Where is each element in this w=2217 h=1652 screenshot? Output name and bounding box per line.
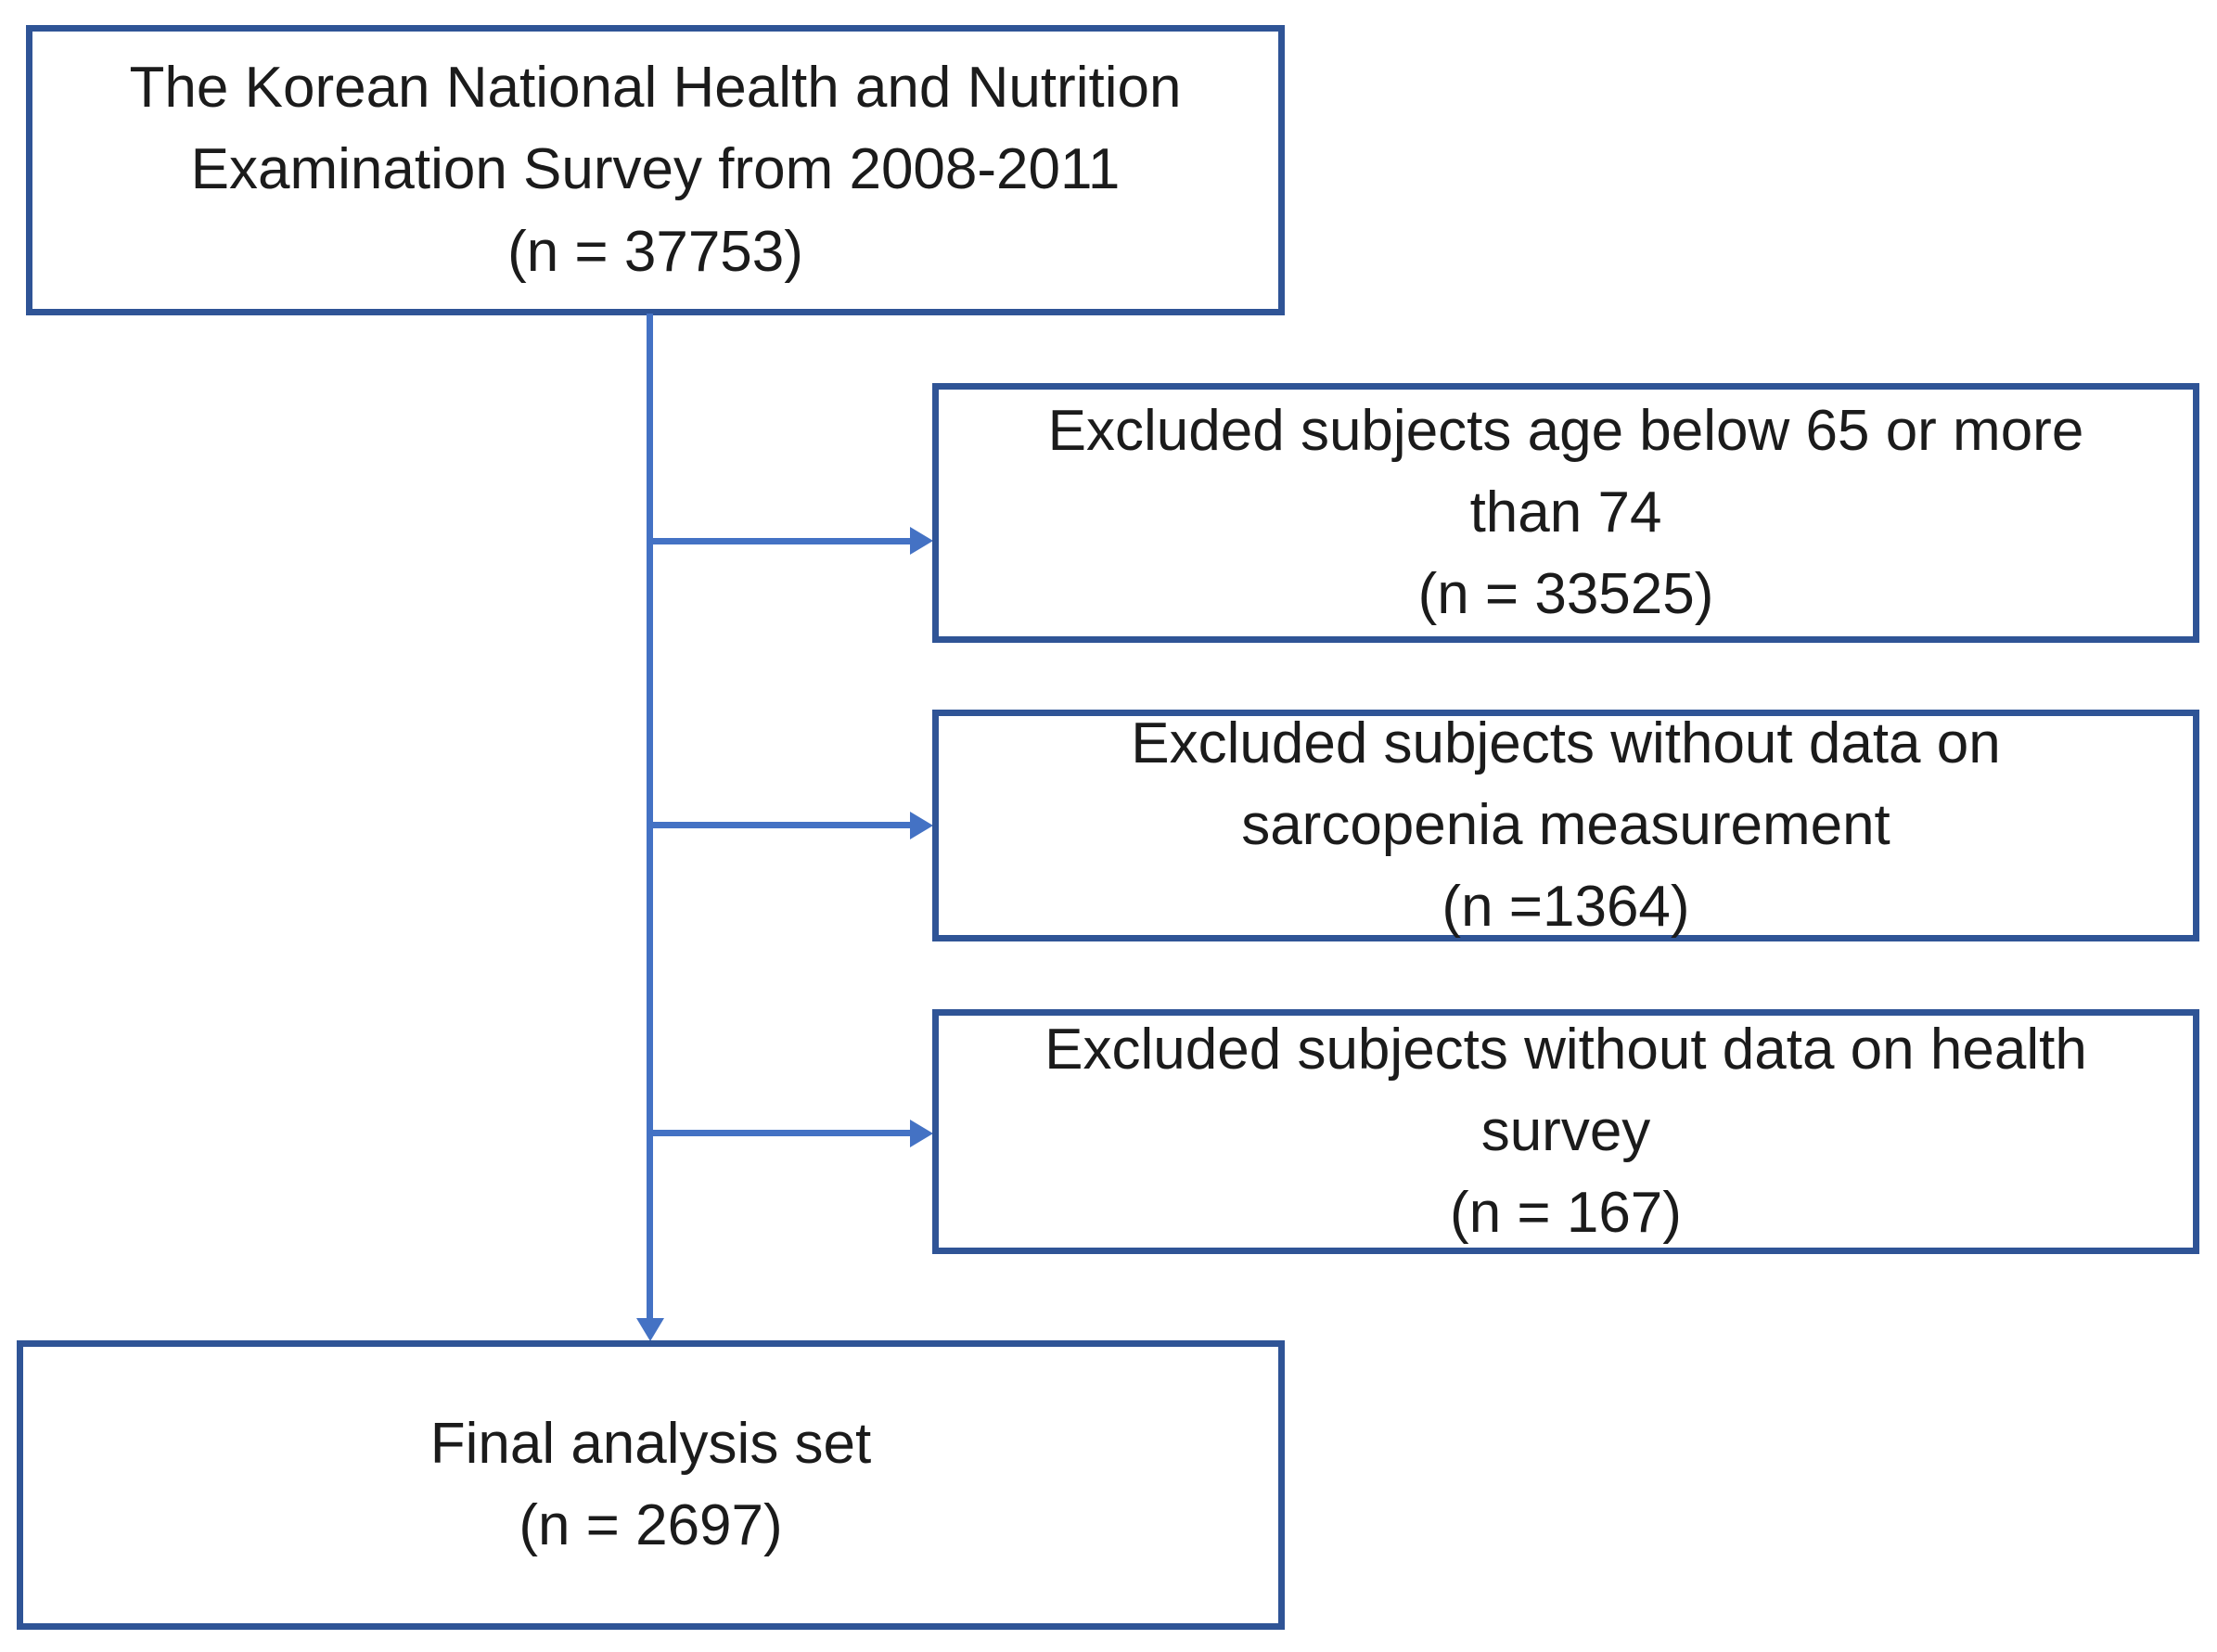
down-arrowhead-icon: [636, 1318, 664, 1341]
flow-box-excluded-age: Excluded subjects age below 65 or more t…: [932, 383, 2199, 643]
main-vertical-connector-line: [647, 314, 653, 1320]
box-text-line: survey: [1480, 1098, 1651, 1163]
box-text: Excluded subjects without data on sarcop…: [1131, 703, 2000, 948]
box-text: The Korean National Health and Nutrition…: [130, 47, 1182, 292]
box-text: Final analysis set (n = 2697): [430, 1403, 872, 1567]
branch-connector-line-1: [649, 538, 914, 544]
box-n-count: (n = 33525): [1417, 562, 1714, 627]
flow-box-final-analysis: Final analysis set (n = 2697): [17, 1340, 1285, 1630]
box-text: Excluded subjects age below 65 or more t…: [1048, 391, 2084, 635]
right-arrowhead-icon: [910, 1120, 933, 1147]
flow-box-survey-source: The Korean National Health and Nutrition…: [26, 25, 1285, 315]
right-arrowhead-icon: [910, 812, 933, 839]
flow-box-excluded-health-survey: Excluded subjects without data on health…: [932, 1009, 2199, 1254]
branch-connector-line-2: [649, 822, 914, 828]
box-n-count: (n = 167): [1450, 1181, 1682, 1246]
box-text-line: than 74: [1469, 480, 1662, 544]
box-text-line: The Korean National Health and Nutrition: [129, 56, 1182, 121]
box-text-line: sarcopenia measurement: [1241, 792, 1890, 857]
box-n-count: (n =1364): [1442, 875, 1690, 940]
box-text-line: Examination Survey from 2008-2011: [190, 137, 1121, 202]
branch-connector-line-3: [649, 1130, 914, 1136]
box-text-line: Excluded subjects without data on: [1131, 711, 2001, 775]
box-text-line: Excluded subjects age below 65 or more: [1047, 398, 2084, 463]
box-n-count: (n = 37753): [507, 219, 803, 284]
box-text: Excluded subjects without data on health…: [1044, 1009, 2087, 1254]
flow-box-excluded-sarcopenia: Excluded subjects without data on sarcop…: [932, 710, 2199, 941]
right-arrowhead-icon: [910, 527, 933, 555]
box-text-line: Final analysis set: [429, 1411, 872, 1476]
box-n-count: (n = 2697): [519, 1493, 783, 1557]
box-text-line: Excluded subjects without data on health: [1044, 1017, 2087, 1082]
